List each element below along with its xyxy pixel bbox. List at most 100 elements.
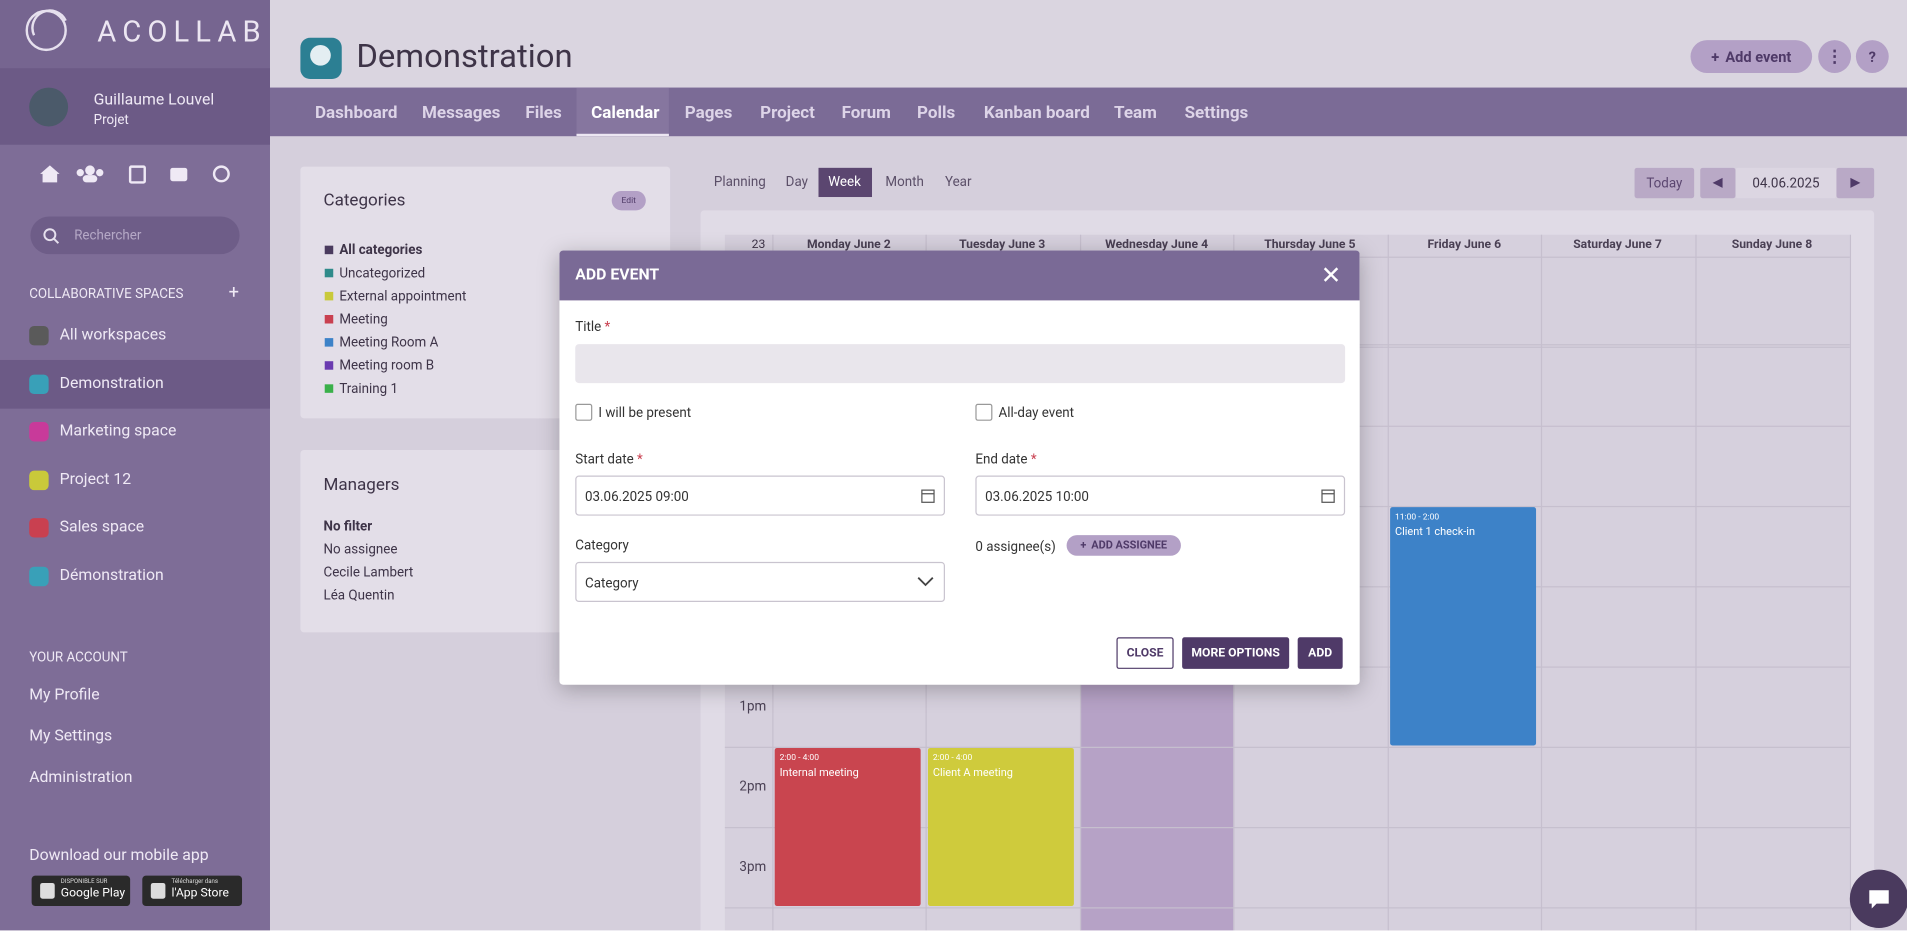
- close-button[interactable]: CLOSE: [1116, 637, 1174, 669]
- event[interactable]: 11:00 - 2:00 Client 1 check-in: [1390, 507, 1537, 746]
- tab[interactable]: Project: [760, 103, 815, 123]
- space-link[interactable]: Demonstration: [59, 374, 164, 393]
- space-link[interactable]: Démonstration: [59, 566, 164, 585]
- tab[interactable]: Polls: [917, 103, 956, 123]
- category-item[interactable]: Meeting Room A: [339, 334, 439, 351]
- grid-line: [1540, 234, 1543, 931]
- space-link[interactable]: Project 12: [59, 470, 132, 489]
- event[interactable]: 2:00 - 4:00 Client A meeting: [927, 747, 1074, 907]
- tab[interactable]: Kanban board: [983, 103, 1090, 123]
- category-item[interactable]: All categories: [339, 242, 423, 258]
- checkbox-label: All-day event: [998, 404, 1075, 421]
- checkbox[interactable]: [575, 403, 593, 421]
- manager-item[interactable]: Cecile Lambert: [323, 564, 414, 581]
- tab[interactable]: Dashboard: [314, 103, 398, 123]
- account-link[interactable]: Administration: [29, 768, 133, 787]
- view-button[interactable]: Planning: [713, 173, 766, 190]
- checkbox[interactable]: [975, 403, 993, 421]
- space-icon: [29, 566, 49, 587]
- close-icon[interactable]: ✕: [1320, 260, 1342, 290]
- manager-item[interactable]: No filter: [323, 518, 373, 534]
- chat-button[interactable]: [1849, 869, 1907, 928]
- add-button[interactable]: ADD: [1297, 637, 1343, 669]
- date-field[interactable]: 04.06.2025: [1735, 167, 1837, 199]
- category-item[interactable]: Meeting room B: [339, 357, 435, 374]
- account-link[interactable]: My Settings: [29, 727, 113, 746]
- space-icon: [29, 374, 49, 394]
- view-button[interactable]: Week: [828, 173, 861, 190]
- grid-line: [1849, 234, 1852, 931]
- grid-line: [724, 827, 1850, 829]
- category-item[interactable]: Meeting: [339, 311, 388, 328]
- view-button[interactable]: Month: [885, 173, 924, 190]
- hour-label: 2pm: [739, 778, 767, 795]
- space-link[interactable]: All workspaces: [59, 325, 167, 345]
- view-button[interactable]: Year: [944, 173, 972, 190]
- category-item[interactable]: External appointment: [339, 288, 467, 305]
- next-button[interactable]: ▶: [1836, 167, 1875, 199]
- field-label: Category: [575, 537, 629, 554]
- view-button[interactable]: Day: [785, 173, 808, 190]
- event-time: 11:00 - 2:00: [1394, 512, 1440, 522]
- space-link[interactable]: Sales space: [59, 518, 145, 537]
- event[interactable]: 2:00 - 4:00 Internal meeting: [774, 747, 921, 907]
- quick-icons[interactable]: [36, 162, 243, 186]
- end-date-input[interactable]: 03.06.2025 10:00: [975, 475, 1346, 516]
- grid-line: [724, 746, 1850, 748]
- tab[interactable]: Calendar: [591, 103, 660, 123]
- input-value: 03.06.2025 10:00: [985, 488, 1089, 505]
- store-icon: [150, 882, 166, 899]
- manager-item[interactable]: No assignee: [323, 541, 398, 558]
- search-box[interactable]: Rechercher: [30, 216, 240, 255]
- prev-button[interactable]: ◀: [1700, 167, 1736, 199]
- category-swatch: [324, 245, 334, 255]
- space-title: Demonstration: [356, 36, 573, 76]
- tab-bar: Dashboard Messages Files Calendar Pages Proje…: [269, 87, 1907, 137]
- logo-text: ACOLLAB: [97, 14, 267, 49]
- day-header: Wednesday June 4: [1105, 238, 1209, 252]
- field-label: Start date *: [575, 451, 643, 468]
- add-space[interactable]: +: [228, 280, 240, 303]
- assignee-count: 0 assignee(s): [975, 538, 1056, 555]
- title-input[interactable]: [575, 344, 1346, 384]
- field-label: End date *: [975, 451, 1037, 468]
- search-icon: [43, 228, 60, 244]
- account-link[interactable]: My Profile: [29, 685, 100, 705]
- today-button[interactable]: Today: [1634, 167, 1695, 199]
- category-item[interactable]: Training 1: [339, 380, 398, 397]
- day-header: Sunday June 8: [1731, 238, 1813, 252]
- avatar[interactable]: [29, 87, 69, 127]
- category-item[interactable]: Uncategorized: [339, 265, 426, 281]
- panel-title: Categories: [323, 190, 406, 211]
- add-event-button[interactable]: + Add event: [1690, 40, 1813, 73]
- user-name[interactable]: Guillaume Louvel: [93, 91, 215, 110]
- tab[interactable]: Team: [1114, 103, 1157, 123]
- manager-item[interactable]: Léa Quentin: [323, 587, 395, 604]
- edit-button[interactable]: Edit: [611, 190, 646, 211]
- more-options-button[interactable]: MORE OPTIONS: [1182, 637, 1290, 669]
- grid-line: [724, 907, 1850, 909]
- tab[interactable]: Pages: [684, 103, 733, 123]
- add-event-dialog: ADD EVENT ✕ Title * I will be present Al…: [559, 250, 1360, 685]
- tab[interactable]: Messages: [422, 103, 501, 123]
- store-badge[interactable]: Télécharger dans l'App Store: [142, 875, 243, 907]
- day-header: Thursday June 5: [1264, 238, 1356, 252]
- day-header: Saturday June 7: [1573, 238, 1662, 252]
- field-label: Title *: [575, 318, 611, 335]
- start-date-input[interactable]: 03.06.2025 09:00: [575, 475, 945, 516]
- tab[interactable]: Files: [525, 103, 562, 123]
- space-link[interactable]: Marketing space: [59, 422, 177, 441]
- store-name: l'App Store: [171, 886, 229, 900]
- category-select[interactable]: Category: [575, 561, 945, 603]
- help-button[interactable]: ?: [1855, 40, 1889, 73]
- panel-title: Managers: [323, 475, 400, 495]
- tab[interactable]: Settings: [1184, 103, 1249, 123]
- add-assignee-button[interactable]: + ADD ASSIGNEE: [1066, 535, 1181, 556]
- tab[interactable]: Forum: [841, 103, 891, 123]
- menu-button[interactable]: ⋮: [1818, 40, 1852, 73]
- store-badge[interactable]: DISPONIBLE SUR Google Play: [31, 875, 131, 907]
- event-title: Client A meeting: [932, 767, 1013, 780]
- select-value: Category: [584, 575, 639, 592]
